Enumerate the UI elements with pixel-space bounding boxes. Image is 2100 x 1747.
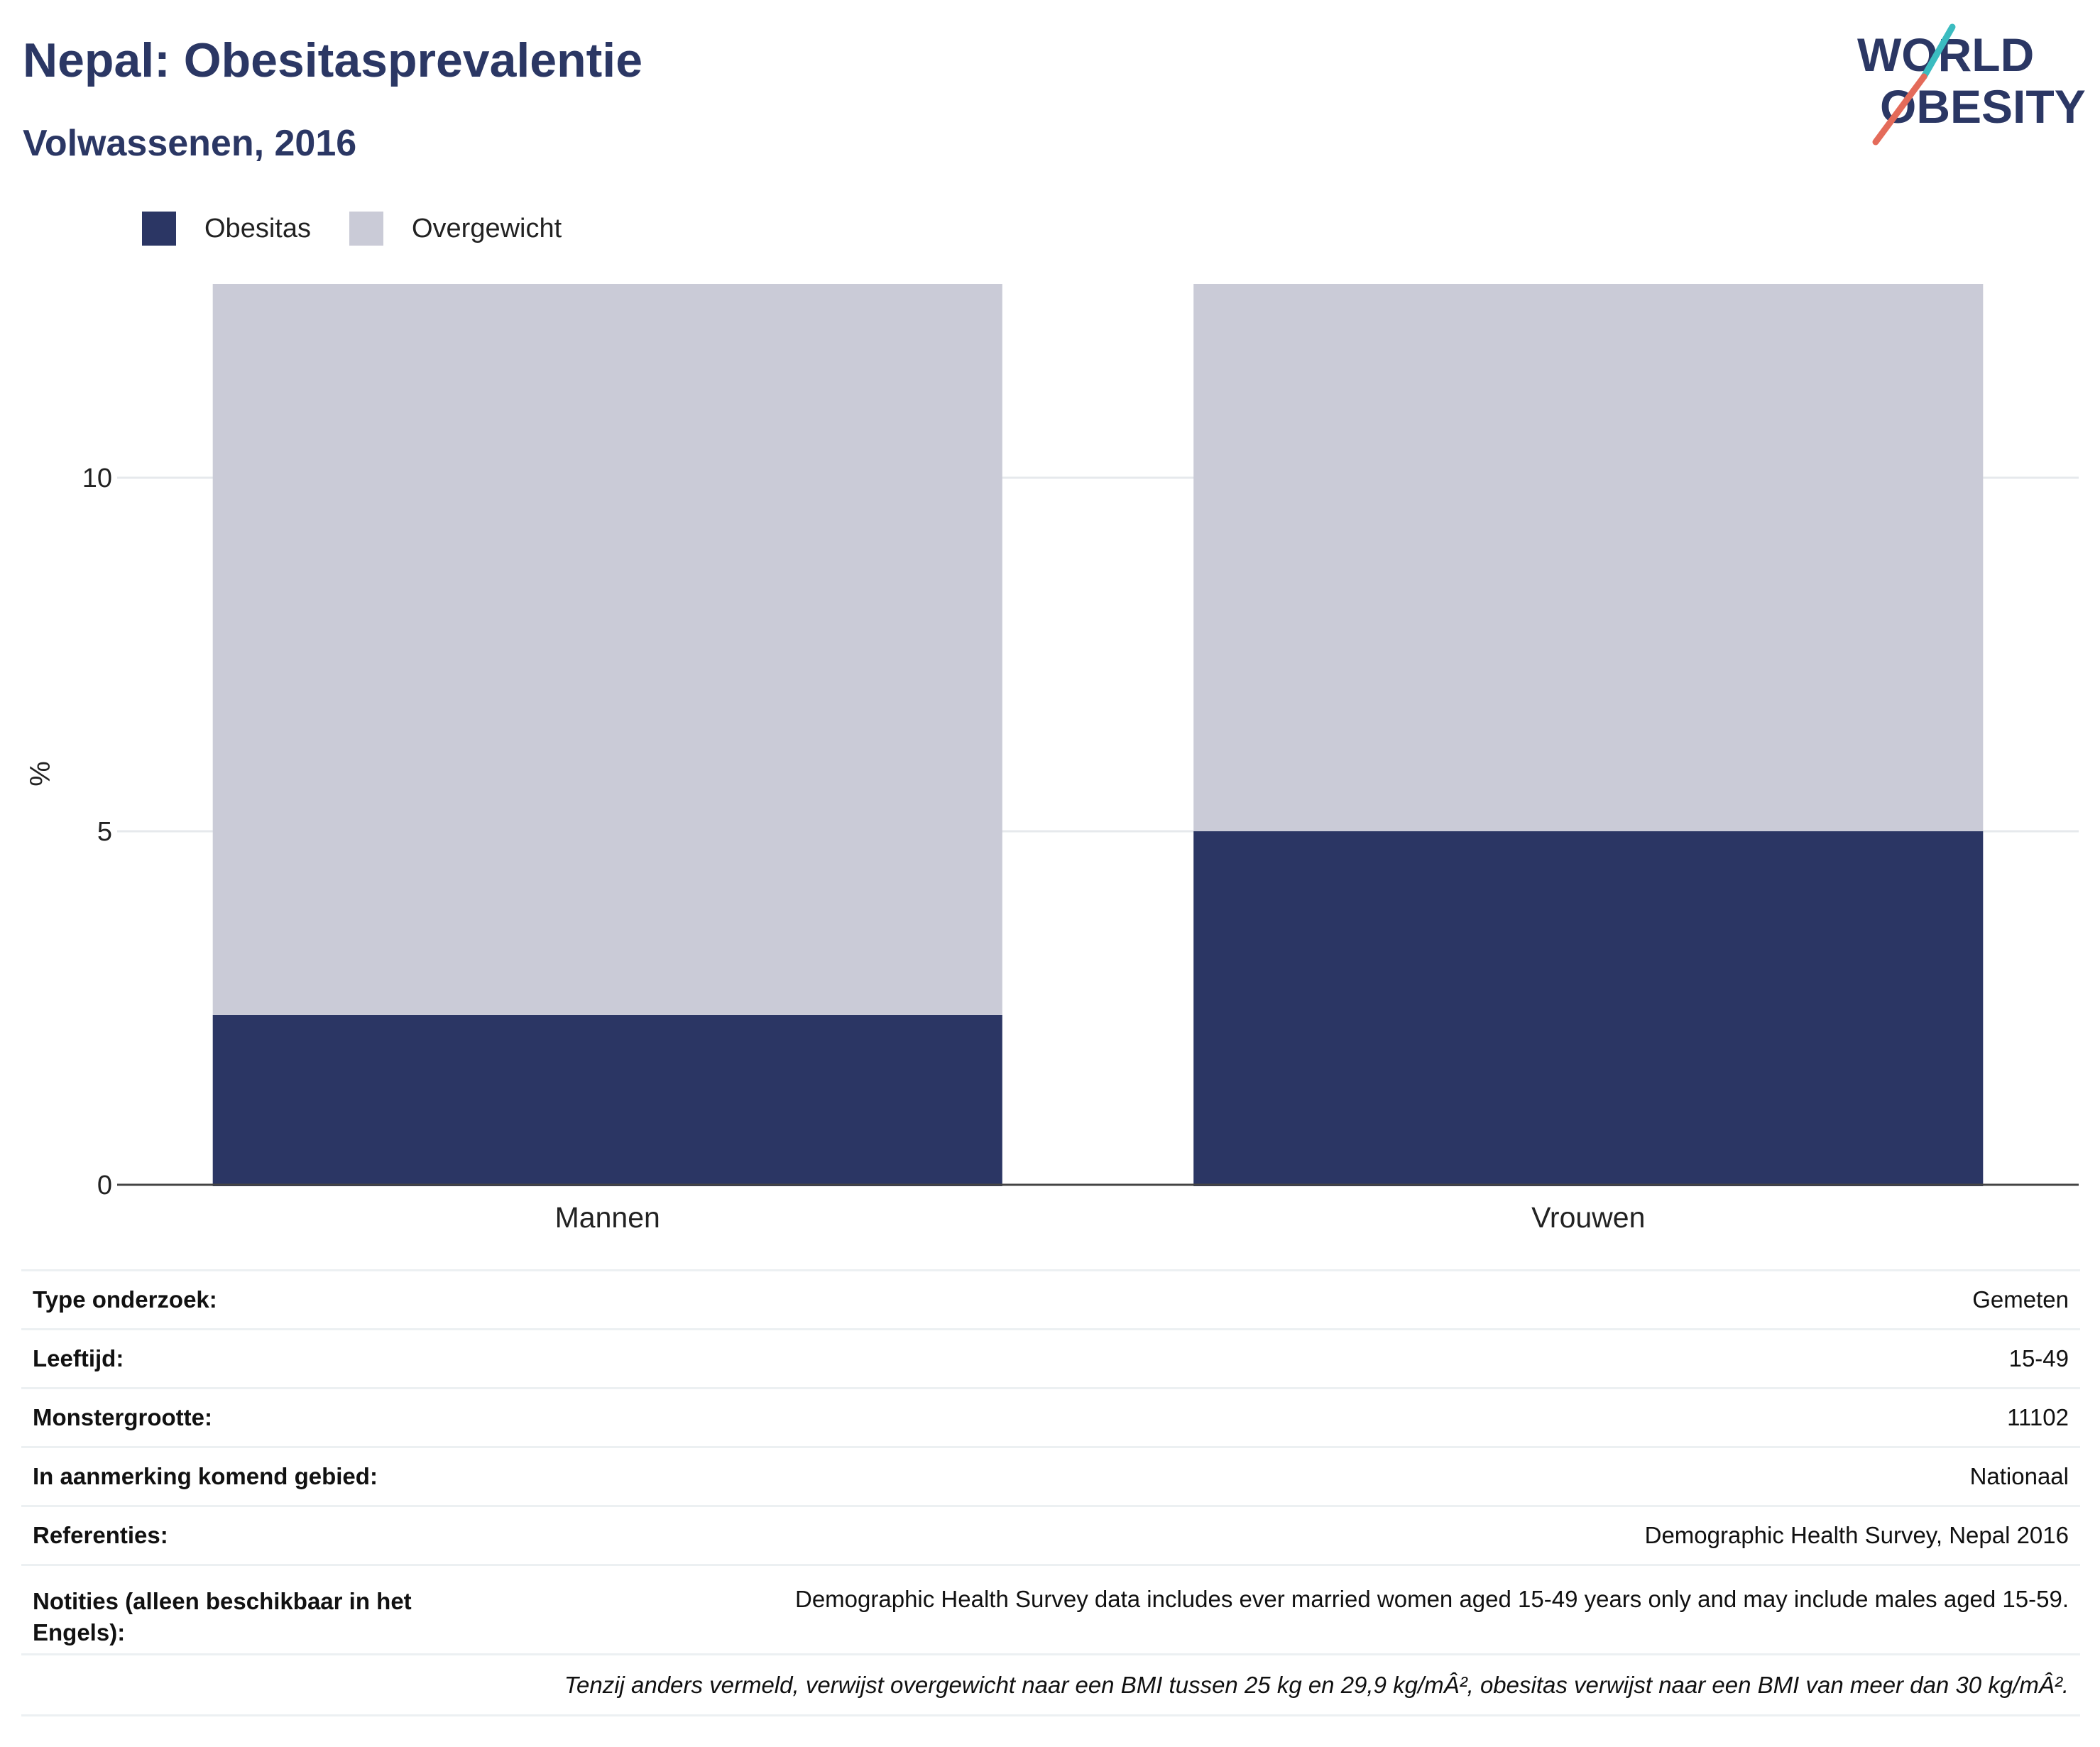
- info-label-notes: Notities (alleen beschikbaar in het Enge…: [21, 1564, 498, 1655]
- legend-label-obesitas: Obesitas: [204, 213, 311, 243]
- x-tick-label: Mannen: [555, 1201, 660, 1234]
- info-label: Monstergrootte:: [21, 1387, 498, 1447]
- info-label: Type onderzoek:: [21, 1269, 498, 1330]
- info-value: Gemeten: [498, 1269, 2080, 1330]
- logo-text-line2: OBESITY: [1880, 80, 2086, 133]
- y-tick-label: 10: [82, 464, 112, 493]
- info-value: Nationaal: [498, 1446, 2080, 1506]
- info-row-references: Referenties: Demographic Health Survey, …: [21, 1505, 2080, 1565]
- legend-label-overgewicht: Overgewicht: [411, 213, 562, 243]
- info-row-sample-size: Monstergrootte: 11102: [21, 1387, 2080, 1447]
- bar-overgewicht-mannen: [212, 284, 1002, 1015]
- bar-obesitas-vrouwen: [1193, 831, 1984, 1186]
- info-value: 11102: [498, 1387, 2080, 1447]
- legend-item-overgewicht[interactable]: Overgewicht: [349, 212, 562, 246]
- x-tick-label: Vrouwen: [1531, 1201, 1645, 1234]
- world-obesity-logo: WORLD OBESITY: [1857, 23, 2086, 146]
- info-row-area: In aanmerking komend gebied: Nationaal: [21, 1446, 2080, 1506]
- chart-subtitle: Volwassenen, 2016: [23, 123, 357, 164]
- legend-swatch-obesitas: [142, 212, 176, 246]
- info-label: Referenties:: [21, 1505, 498, 1565]
- info-value-notes: Demographic Health Survey data includes …: [498, 1564, 2080, 1655]
- info-row-footnote: Tenzij anders vermeld, verwijst overgewi…: [21, 1653, 2080, 1716]
- chart-title: Nepal: Obesitasprevalentie: [23, 33, 643, 87]
- chart-legend: Obesitas Overgewicht: [142, 212, 600, 246]
- info-label: In aanmerking komend gebied:: [21, 1446, 498, 1506]
- info-row-age: Leeftijd: 15-49: [21, 1328, 2080, 1389]
- info-label: Leeftijd:: [21, 1328, 498, 1389]
- logo-slash-teal: [1920, 23, 1956, 80]
- logo-slash-coral: [1872, 73, 1927, 146]
- info-value: 15-49: [498, 1328, 2080, 1389]
- info-value: Demographic Health Survey, Nepal 2016: [498, 1505, 2080, 1565]
- survey-info-table: Type onderzoek: Gemeten Leeftijd: 15-49 …: [21, 1269, 2080, 1716]
- bar-overgewicht-vrouwen: [1193, 284, 1984, 832]
- info-row-type: Type onderzoek: Gemeten: [21, 1269, 2080, 1330]
- info-row-notes: Notities (alleen beschikbaar in het Enge…: [21, 1564, 2080, 1655]
- y-tick-label: 5: [97, 817, 112, 847]
- y-axis-title: %: [25, 761, 56, 787]
- legend-swatch-overgewicht: [349, 212, 383, 246]
- bar-obesitas-mannen: [212, 1014, 1002, 1186]
- legend-item-obesitas[interactable]: Obesitas: [142, 212, 311, 246]
- footnote-text: Tenzij anders vermeld, verwijst overgewi…: [21, 1653, 2080, 1716]
- y-tick-label: 0: [97, 1171, 112, 1200]
